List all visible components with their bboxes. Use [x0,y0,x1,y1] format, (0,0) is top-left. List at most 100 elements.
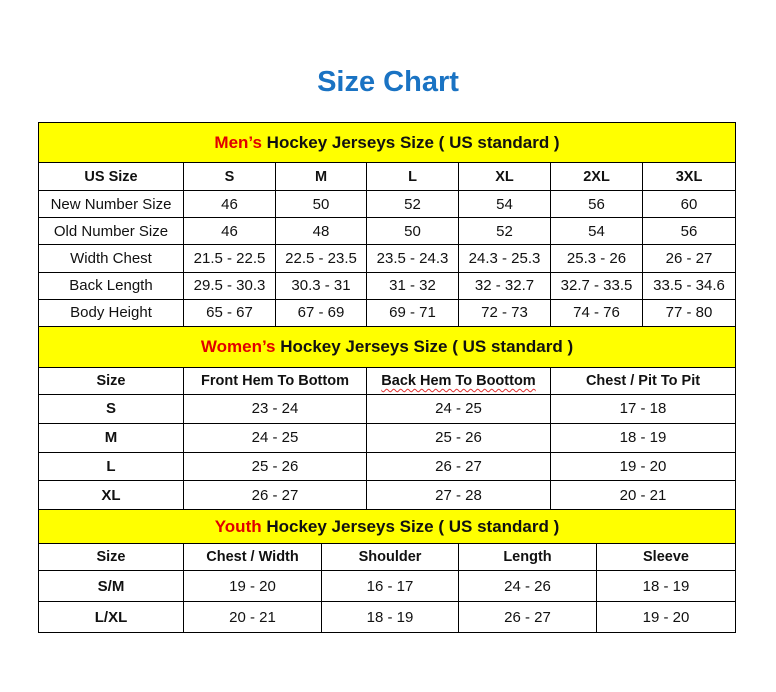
table-cell: 24 - 25 [366,394,551,424]
column-header: Shoulder [321,543,459,571]
table-cell: 20 - 21 [549,480,737,511]
table-row: L/XL 20 - 21 18 - 19 26 - 27 19 - 20 [38,601,736,633]
table-cell: 19 - 20 [596,601,736,633]
table-cell: 24.3 - 25.3 [458,244,551,273]
section-label: Hockey Jerseys Size ( US standard ) [261,132,560,152]
row-label: L/XL [38,601,184,633]
column-header: 3XL [641,162,737,191]
table-cell: 32 - 32.7 [458,271,551,300]
table-row: XL 26 - 27 27 - 28 20 - 21 [38,480,737,511]
table-cell: 26 - 27 [183,480,367,511]
column-header: L [366,162,459,191]
table-cell: 77 - 80 [641,298,737,327]
table-cell: 25 - 26 [183,451,367,482]
table-row: M 24 - 25 25 - 26 18 - 19 [38,422,737,453]
column-header: Length [458,543,597,571]
table-cell: 69 - 71 [366,298,459,327]
column-header: Size [38,367,184,395]
table-cell: 19 - 20 [183,570,322,602]
column-header: Chest / Pit To Pit [549,367,737,395]
table-cell: 54 [458,189,551,219]
row-label: Old Number Size [38,217,184,246]
row-label: Back Length [38,271,184,300]
table-row: L 25 - 26 26 - 27 19 - 20 [38,451,737,482]
table-row: Body Height 65 - 67 67 - 69 69 - 71 72 - 73 7… [38,298,737,327]
row-label: Width Chest [38,244,184,273]
table-cell: 52 [458,217,551,246]
table-row: Width Chest 21.5 - 22.5 22.5 - 23.5 23.5 - … [38,244,737,273]
table-cell: 48 [275,217,367,246]
table-cell: 26 - 27 [641,244,737,273]
row-label: New Number Size [38,189,184,219]
column-header-text: Back Hem To Boottom [381,373,536,389]
table-cell: 52 [366,189,459,219]
table-cell: 19 - 20 [549,451,737,482]
table-cell: 60 [641,189,737,219]
table-cell: 56 [550,189,643,219]
table-cell: 46 [183,189,276,219]
table-cell: 22.5 - 23.5 [275,244,367,273]
table-cell: 26 - 27 [458,601,597,633]
header-row: Size Front Hem To Bottom Back Hem To Boott… [38,367,737,395]
mens-section-title: Men’s Hockey Jerseys Size ( US standard … [37,122,737,163]
table-row: Back Length 29.5 - 30.3 30.3 - 31 31 - 32 32… [38,271,737,300]
table-cell: 65 - 67 [183,298,276,327]
womens-size-table: Women’s Hockey Jerseys Size ( US standar… [37,326,737,511]
column-header: Front Hem To Bottom [183,367,367,395]
womens-section-title: Women’s Hockey Jerseys Size ( US standar… [37,326,737,368]
table-cell: 24 - 25 [183,422,367,453]
table-row: S 23 - 24 24 - 25 17 - 18 [38,394,737,424]
header-row: Size Chest / Width Shoulder Length Sleeve [38,543,736,571]
table-cell: 32.7 - 33.5 [550,271,643,300]
table-row: S/M 19 - 20 16 - 17 24 - 26 18 - 19 [38,570,736,602]
youth-section-title: Youth Hockey Jerseys Size ( US standard … [38,509,736,544]
column-header: Size [38,543,184,571]
table-cell: 46 [183,217,276,246]
table-cell: 31 - 32 [366,271,459,300]
table-cell: 25.3 - 26 [550,244,643,273]
table-cell: 23 - 24 [183,394,367,424]
table-row: New Number Size 46 50 52 54 56 60 [38,189,737,219]
row-label: XL [38,480,184,511]
table-cell: 29.5 - 30.3 [183,271,276,300]
header-row: US Size S M L XL 2XL 3XL [38,162,737,191]
table-cell: 27 - 28 [366,480,551,511]
table-cell: 20 - 21 [183,601,322,633]
table-cell: 50 [366,217,459,246]
table-cell: 18 - 19 [321,601,459,633]
column-header: Back Hem To Boottom [366,367,551,395]
table-cell: 21.5 - 22.5 [183,244,276,273]
section-prefix: Men’s [214,132,262,152]
column-header: Sleeve [596,543,736,571]
table-cell: 67 - 69 [275,298,367,327]
table-cell: 30.3 - 31 [275,271,367,300]
column-header: S [183,162,276,191]
mens-size-table: Men’s Hockey Jerseys Size ( US standard … [37,122,737,327]
section-label: Hockey Jerseys Size ( US standard ) [261,516,560,536]
table-cell: 74 - 76 [550,298,643,327]
table-cell: 50 [275,189,367,219]
table-cell: 26 - 27 [366,451,551,482]
table-cell: 33.5 - 34.6 [641,271,737,300]
table-row: Old Number Size 46 48 50 52 54 56 [38,217,737,246]
column-header: 2XL [550,162,643,191]
table-cell: 25 - 26 [366,422,551,453]
table-cell: 23.5 - 24.3 [366,244,459,273]
row-label: M [38,422,184,453]
column-header: Chest / Width [183,543,322,571]
youth-size-table: Youth Hockey Jerseys Size ( US standard … [38,509,736,633]
table-cell: 24 - 26 [458,570,597,602]
table-cell: 18 - 19 [549,422,737,453]
row-label: S [38,394,184,424]
column-header: US Size [38,162,184,191]
table-cell: 56 [641,217,737,246]
table-cell: 18 - 19 [596,570,736,602]
row-label: L [38,451,184,482]
row-label: S/M [38,570,184,602]
section-prefix: Youth [214,516,262,536]
section-prefix: Women’s [200,337,276,356]
row-label: Body Height [38,298,184,327]
table-cell: 17 - 18 [549,394,737,424]
table-cell: 16 - 17 [321,570,459,602]
page-title: Size Chart [317,66,459,98]
